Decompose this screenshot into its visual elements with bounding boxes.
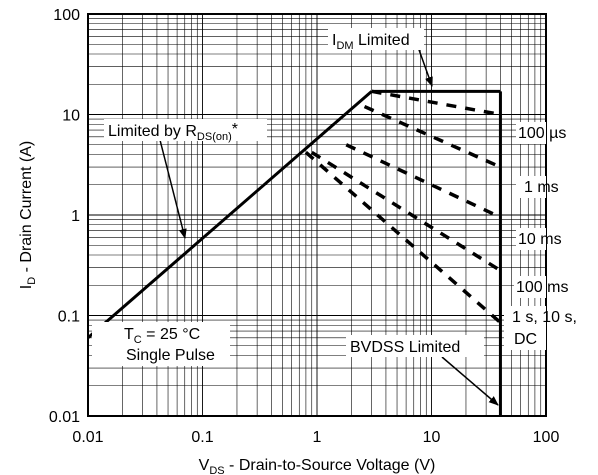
dashed-line-1ms	[363, 104, 502, 169]
l1s-bg	[504, 306, 546, 350]
label-10ms: 10 ms	[518, 231, 562, 248]
annotation-arrows	[159, 46, 499, 406]
idm-limited-label: IDM Limited	[332, 32, 410, 52]
label-100us: 100 µs	[518, 125, 566, 142]
idm-label-bg	[328, 28, 424, 50]
rds-on-limit-line	[87, 90, 373, 339]
dashed-line-10ms	[345, 143, 502, 219]
plot-frame	[87, 13, 547, 417]
y-tick-label: 1	[71, 208, 80, 225]
l10ms-bg	[516, 228, 546, 250]
bvdss-limited-label: BVDSS Limited	[350, 339, 460, 356]
bvdss-label-bg	[346, 335, 484, 357]
x-axis-label: VDS - Drain-to-Source Voltage (V)	[199, 457, 436, 475]
single-pulse-label: Single Pulse	[126, 347, 215, 364]
x-tick-label: 0.1	[191, 429, 213, 446]
x-tick-label: 1	[313, 429, 322, 446]
rds-limited-label: Limited by RDS(on)*	[108, 121, 238, 143]
label-1s-10s: 1 s, 10 s,	[512, 309, 577, 326]
idm-arrow	[417, 46, 433, 87]
x-tick-label: 10	[423, 429, 441, 446]
y-tick-label: 0.1	[58, 309, 80, 326]
y-tick-label: 0.01	[49, 409, 80, 426]
l1ms-bg	[516, 176, 546, 198]
axis-tick-labels: 0.01 0.1 1 10 100 0.01 0.1 1 10 100	[49, 7, 560, 446]
x-tick-label: 100	[533, 429, 560, 446]
l100ms-bg	[514, 276, 546, 298]
y-axis-label: ID - Drain Current (A)	[18, 141, 38, 289]
rds-arrow	[159, 139, 187, 239]
l100us-bg	[516, 122, 546, 144]
y-tick-label: 100	[53, 7, 80, 24]
tc-label: TC = 25 °C	[124, 326, 200, 346]
label-dc: DC	[514, 331, 537, 348]
label-1ms: 1 ms	[524, 179, 559, 196]
rds-label-bg	[104, 119, 267, 141]
tc-label-bg	[92, 322, 230, 366]
dashed-line-100us	[371, 89, 501, 117]
x-tick-label: 0.01	[72, 429, 103, 446]
bvdss-arrow	[441, 356, 499, 406]
dashed-line-dc	[304, 151, 502, 324]
label-100ms: 100 ms	[516, 279, 568, 296]
chart-curves	[87, 89, 502, 416]
y-tick-label: 10	[62, 108, 80, 125]
